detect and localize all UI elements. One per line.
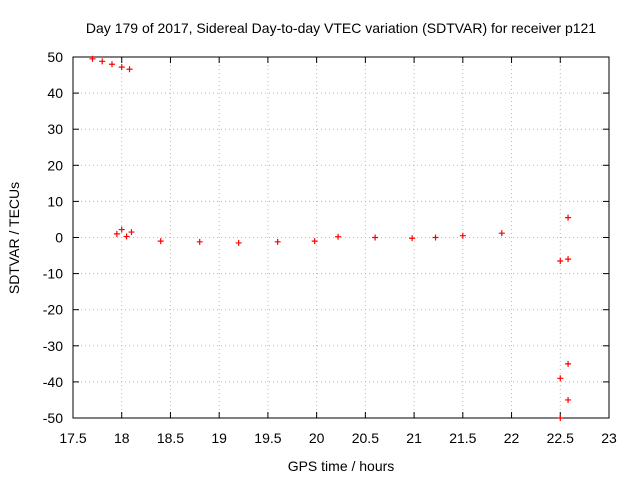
data-point <box>108 61 115 68</box>
x-tick-label: 19 <box>211 430 227 446</box>
data-point <box>565 256 572 263</box>
data-point <box>409 235 416 242</box>
y-tick-label: 20 <box>47 157 63 173</box>
data-point <box>557 257 564 264</box>
x-tick-label: 18 <box>114 430 130 446</box>
y-axis-label: SDTVAR / TECUs <box>6 182 22 294</box>
data-point <box>372 234 379 241</box>
x-tick-label: 18.5 <box>157 430 184 446</box>
x-tick-label: 21.5 <box>449 430 476 446</box>
x-tick-label: 22 <box>504 430 520 446</box>
data-point <box>557 375 564 382</box>
data-point <box>274 238 281 245</box>
data-point <box>311 238 318 245</box>
data-point <box>557 415 564 421</box>
y-tick-label: 50 <box>47 49 63 65</box>
data-point <box>565 396 572 403</box>
x-tick-label: 23 <box>601 430 617 446</box>
y-tick-label: -20 <box>43 302 63 318</box>
chart-title: Day 179 of 2017, Sidereal Day-to-day VTE… <box>86 20 596 36</box>
data-point <box>498 230 505 237</box>
data-point <box>432 234 439 241</box>
y-tick-label: -30 <box>43 338 63 354</box>
data-point <box>565 214 572 221</box>
data-point <box>128 229 135 236</box>
x-tick-label: 19.5 <box>254 430 281 446</box>
y-tick-label: -50 <box>43 410 63 426</box>
y-tick-labels: 50 40 30 20 10 0 -10 -20 -30 -40 -50 <box>43 49 63 426</box>
grid <box>73 57 609 418</box>
data-point <box>113 230 120 237</box>
y-tick-label: -10 <box>43 266 63 282</box>
data-point <box>123 233 130 240</box>
data-point <box>89 55 96 62</box>
y-tick-label: 40 <box>47 85 63 101</box>
x-tick-label: 20.5 <box>352 430 379 446</box>
data-points <box>89 55 572 421</box>
data-point <box>157 238 164 245</box>
axis-ticks <box>72 56 610 419</box>
data-point <box>565 360 572 367</box>
y-tick-label: 0 <box>55 230 63 246</box>
x-tick-labels: 17.5 18 18.5 19 19.5 20 20.5 21 21.5 22 22.5 23 <box>59 430 617 446</box>
data-point <box>196 238 203 245</box>
data-point <box>118 64 125 71</box>
data-point <box>126 66 133 73</box>
data-point <box>99 58 106 65</box>
data-point <box>118 226 125 233</box>
x-tick-label: 17.5 <box>59 430 86 446</box>
x-tick-label: 22.5 <box>547 430 574 446</box>
x-axis-label: GPS time / hours <box>288 458 395 474</box>
y-tick-label: -40 <box>43 374 63 390</box>
y-tick-label: 10 <box>47 193 63 209</box>
data-point <box>459 232 466 239</box>
x-tick-label: 21 <box>406 430 422 446</box>
data-point <box>235 239 242 246</box>
data-point <box>335 233 342 240</box>
y-tick-label: 30 <box>47 121 63 137</box>
x-tick-label: 20 <box>309 430 325 446</box>
